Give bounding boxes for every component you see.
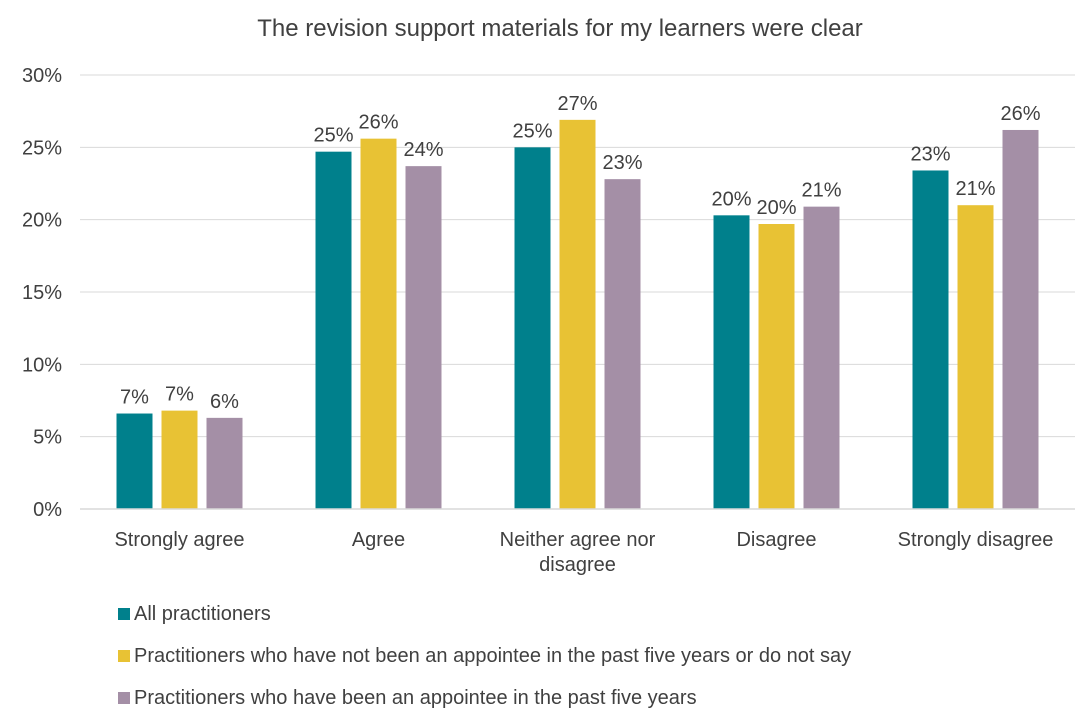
bar — [161, 410, 198, 509]
data-label: 26% — [358, 112, 398, 134]
x-category-label: Strongly agree — [114, 529, 244, 551]
data-labels: 7% 7% 6%25%26%24%25%27%23%20% 20%21%23%21%2… — [120, 93, 1041, 413]
bar — [405, 166, 442, 509]
x-axis-category-labels: Strongly agree Agree Neither agree nor disa… — [114, 529, 1053, 576]
bar — [713, 215, 750, 509]
x-category-label: Strongly disagree — [898, 529, 1054, 551]
y-tick-label: 25% — [22, 137, 62, 159]
data-label: 24% — [403, 139, 443, 161]
y-tick-label: 5% — [33, 427, 62, 449]
y-tick-label: 15% — [22, 282, 62, 304]
data-label: 27% — [557, 93, 597, 115]
data-label: 21% — [955, 178, 995, 200]
bar — [604, 179, 641, 509]
data-label: 20% — [711, 188, 751, 210]
legend-swatch-non-appointees — [118, 650, 130, 662]
bar — [912, 170, 949, 510]
bars — [116, 119, 1039, 510]
x-category-label: Neither agree nor — [500, 529, 656, 551]
legend-item-non-appointees: Practitioners who have not been an appoi… — [118, 644, 1058, 668]
y-tick-label: 20% — [22, 210, 62, 232]
chart-legend: All practitioners Practitioners who have… — [118, 602, 1058, 715]
legend-label: Practitioners who have not been an appoi… — [134, 644, 852, 667]
data-label: 23% — [602, 152, 642, 174]
legend-swatch-all-practitioners — [118, 608, 130, 620]
data-label: 6% — [210, 391, 239, 413]
legend-swatch-appointees — [118, 692, 130, 704]
bar — [514, 147, 551, 510]
data-label: 21% — [801, 180, 841, 202]
x-category-label: Agree — [352, 529, 405, 551]
bar — [957, 205, 994, 509]
y-axis-tick-labels: 0% 5% 10% 15% 20% 25% 30% — [22, 65, 62, 521]
data-label: 25% — [313, 125, 353, 147]
legend-item-appointees: Practitioners who have been an appointee… — [118, 686, 1058, 710]
bar — [1002, 129, 1039, 509]
chart-title: The revision support materials for my le… — [257, 15, 863, 42]
bar — [315, 151, 352, 509]
bar — [803, 206, 840, 509]
x-category-label: disagree — [539, 554, 616, 576]
y-tick-label: 10% — [22, 354, 62, 376]
bar — [758, 224, 795, 510]
bar-chart: The revision support materials for my le… — [22, 15, 1075, 576]
legend-item-all-practitioners: All practitioners — [118, 602, 1058, 626]
data-label: 23% — [910, 143, 950, 165]
data-label: 7% — [165, 384, 194, 406]
data-label: 25% — [512, 120, 552, 142]
legend-label: Practitioners who have been an appointee… — [134, 686, 697, 709]
y-tick-label: 0% — [33, 499, 62, 521]
y-tick-label: 30% — [22, 65, 62, 87]
data-label: 26% — [1000, 103, 1040, 125]
bar — [559, 119, 596, 509]
legend-label: All practitioners — [134, 602, 271, 625]
x-category-label: Disagree — [736, 529, 816, 551]
bar — [206, 417, 243, 509]
data-label: 20% — [756, 197, 796, 219]
data-label: 7% — [120, 387, 149, 409]
bar — [360, 138, 397, 510]
bar — [116, 413, 153, 509]
